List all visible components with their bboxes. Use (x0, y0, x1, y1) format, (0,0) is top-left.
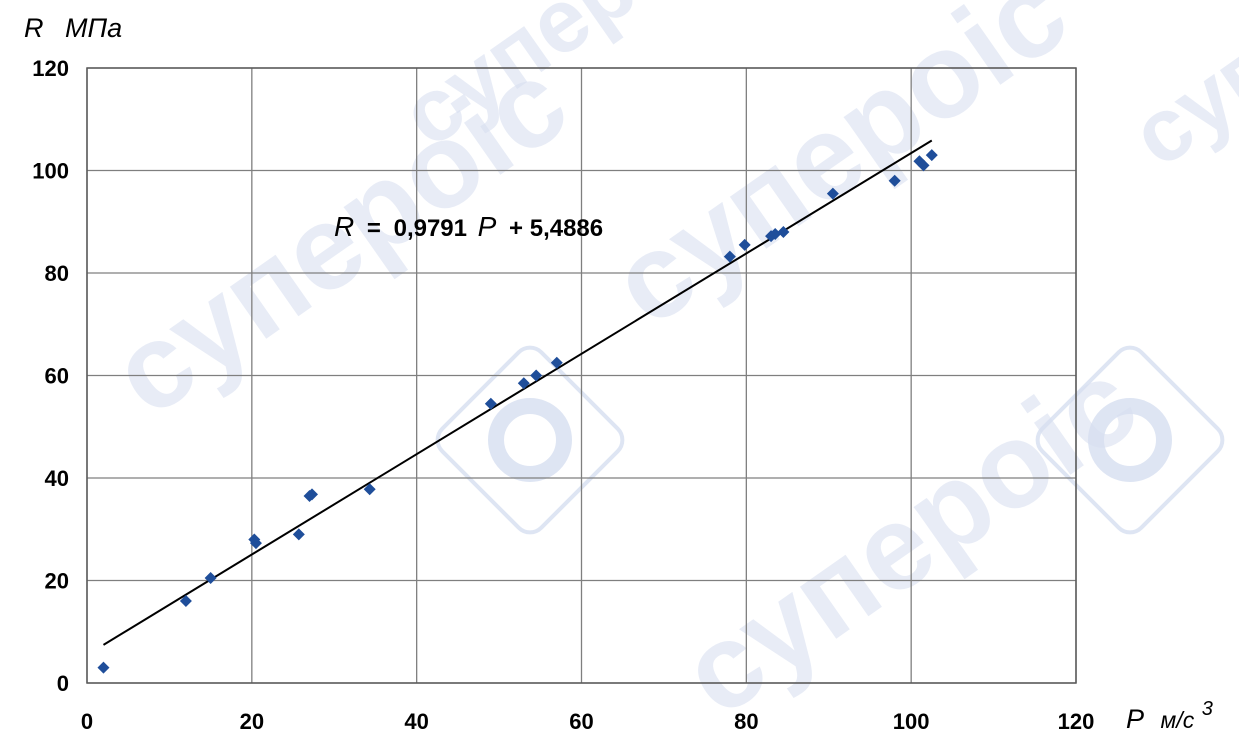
data-point (925, 149, 938, 162)
data-point (550, 356, 563, 369)
y-tick-label: 40 (45, 466, 69, 491)
data-point (769, 228, 782, 241)
x-axis-unit: м/с (1161, 707, 1195, 733)
x-axis-var: P (1126, 704, 1144, 734)
data-points (97, 149, 938, 674)
data-point (204, 571, 217, 584)
watermark-gear-icon (488, 398, 572, 482)
data-point (917, 159, 930, 172)
watermark-gear-icon (1035, 345, 1225, 535)
data-point (517, 377, 530, 390)
data-point (305, 488, 318, 501)
equation-op: = (367, 215, 381, 242)
equation-lhs: R (334, 211, 354, 242)
x-tick-label: 80 (734, 709, 758, 734)
data-point (888, 174, 901, 187)
data-point (484, 397, 497, 410)
y-tick-label: 120 (32, 56, 69, 81)
y-tick-label: 20 (45, 569, 69, 594)
y-tick-label: 0 (57, 671, 69, 696)
trendline-layer (102, 139, 933, 646)
watermark-text: супеpoic (658, 334, 1160, 740)
equation-rest: + 5,4886 (509, 215, 603, 242)
x-tick-label: 20 (240, 709, 264, 734)
data-point (738, 238, 751, 251)
y-tick-label: 100 (32, 159, 69, 184)
y-tick-label: 80 (45, 261, 69, 286)
data-point (530, 369, 543, 382)
x-tick-label: 0 (81, 709, 93, 734)
y-axis-var: R (24, 13, 44, 43)
watermark-text: супеpoic (588, 0, 1090, 351)
x-tick-label: 100 (893, 709, 930, 734)
plot-area-border (86, 67, 1077, 684)
grid-lines (86, 67, 1077, 684)
x-axis-title: P м/с 3 (1126, 698, 1213, 734)
watermark-gear-icon (1088, 398, 1172, 482)
tick-labels: 0 20 40 60 80 100 120 0 20 40 60 80 100 120 (32, 56, 1094, 734)
y-tick-label: 60 (45, 364, 69, 389)
data-point (723, 250, 736, 263)
watermark-gear-icon (435, 345, 625, 535)
data-point (292, 528, 305, 541)
data-point (363, 483, 376, 496)
x-tick-label: 120 (1058, 709, 1095, 734)
x-axis-unit-exp: 3 (1202, 698, 1213, 720)
trendline (102, 139, 933, 646)
watermark-text: супеpoic (1114, 0, 1239, 186)
data-point (826, 187, 839, 200)
data-point (97, 661, 110, 674)
x-tick-label: 60 (569, 709, 593, 734)
x-tick-label: 40 (404, 709, 428, 734)
data-point (777, 226, 790, 238)
data-point (179, 595, 192, 607)
equation-var: P (478, 211, 497, 242)
y-axis-unit: МПа (65, 13, 122, 43)
data-point (249, 537, 262, 550)
y-axis-title: R МПа (24, 13, 122, 43)
equation-coef: 0,9791 (394, 215, 467, 242)
trendline-equation: R = 0,9791 P + 5,4886 (334, 211, 603, 242)
